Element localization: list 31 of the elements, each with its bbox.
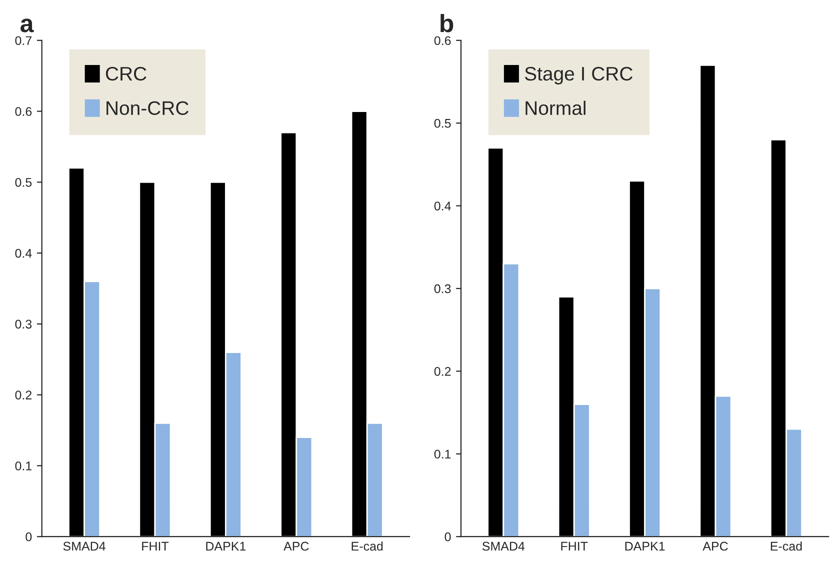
- y-tick-label: 0.6: [15, 107, 32, 116]
- x-tick-label: DAPK1: [625, 542, 665, 551]
- y-tick-label: 0.5: [434, 118, 451, 128]
- y-tick-label: 0.2: [15, 390, 32, 400]
- x-tick-label: APC: [702, 542, 728, 551]
- legend-label: Stage I CRC: [524, 66, 632, 84]
- y-tick-label: 0.4: [15, 248, 32, 258]
- y-tick-label: 0.3: [15, 320, 32, 329]
- x-tick-label: E-cad: [352, 541, 383, 551]
- x-tick-label: DAPK1: [206, 542, 246, 551]
- y-tick-label: 0: [26, 532, 32, 542]
- y-tick-label: 0.7: [15, 36, 32, 46]
- chart-title: b: [440, 14, 454, 32]
- y-tick-label: 0: [444, 532, 451, 542]
- y-tick-label: 0.4: [434, 202, 451, 210]
- x-tick-label: FHIT: [561, 542, 588, 551]
- legend-label: Non-CRC: [106, 101, 188, 116]
- y-tick-label: 0.1: [15, 462, 32, 470]
- x-tick-label: SMAD4: [63, 542, 106, 551]
- x-tick-label: E-cad: [770, 541, 802, 551]
- chart-title: a: [20, 18, 34, 32]
- y-tick-label: 0.6: [434, 36, 451, 46]
- y-tick-label: 0.3: [434, 284, 451, 294]
- legend-label: Normal: [526, 100, 586, 116]
- y-tick-label: 0.2: [434, 367, 451, 376]
- y-tick-label: 0.5: [15, 178, 32, 187]
- x-tick-label: SMAD4: [482, 542, 525, 551]
- legend-label: CRC: [106, 66, 146, 81]
- x-tick-label: FHIT: [142, 542, 169, 551]
- x-tick-label: APC: [284, 542, 309, 551]
- y-tick-label: 0.1: [434, 450, 451, 459]
